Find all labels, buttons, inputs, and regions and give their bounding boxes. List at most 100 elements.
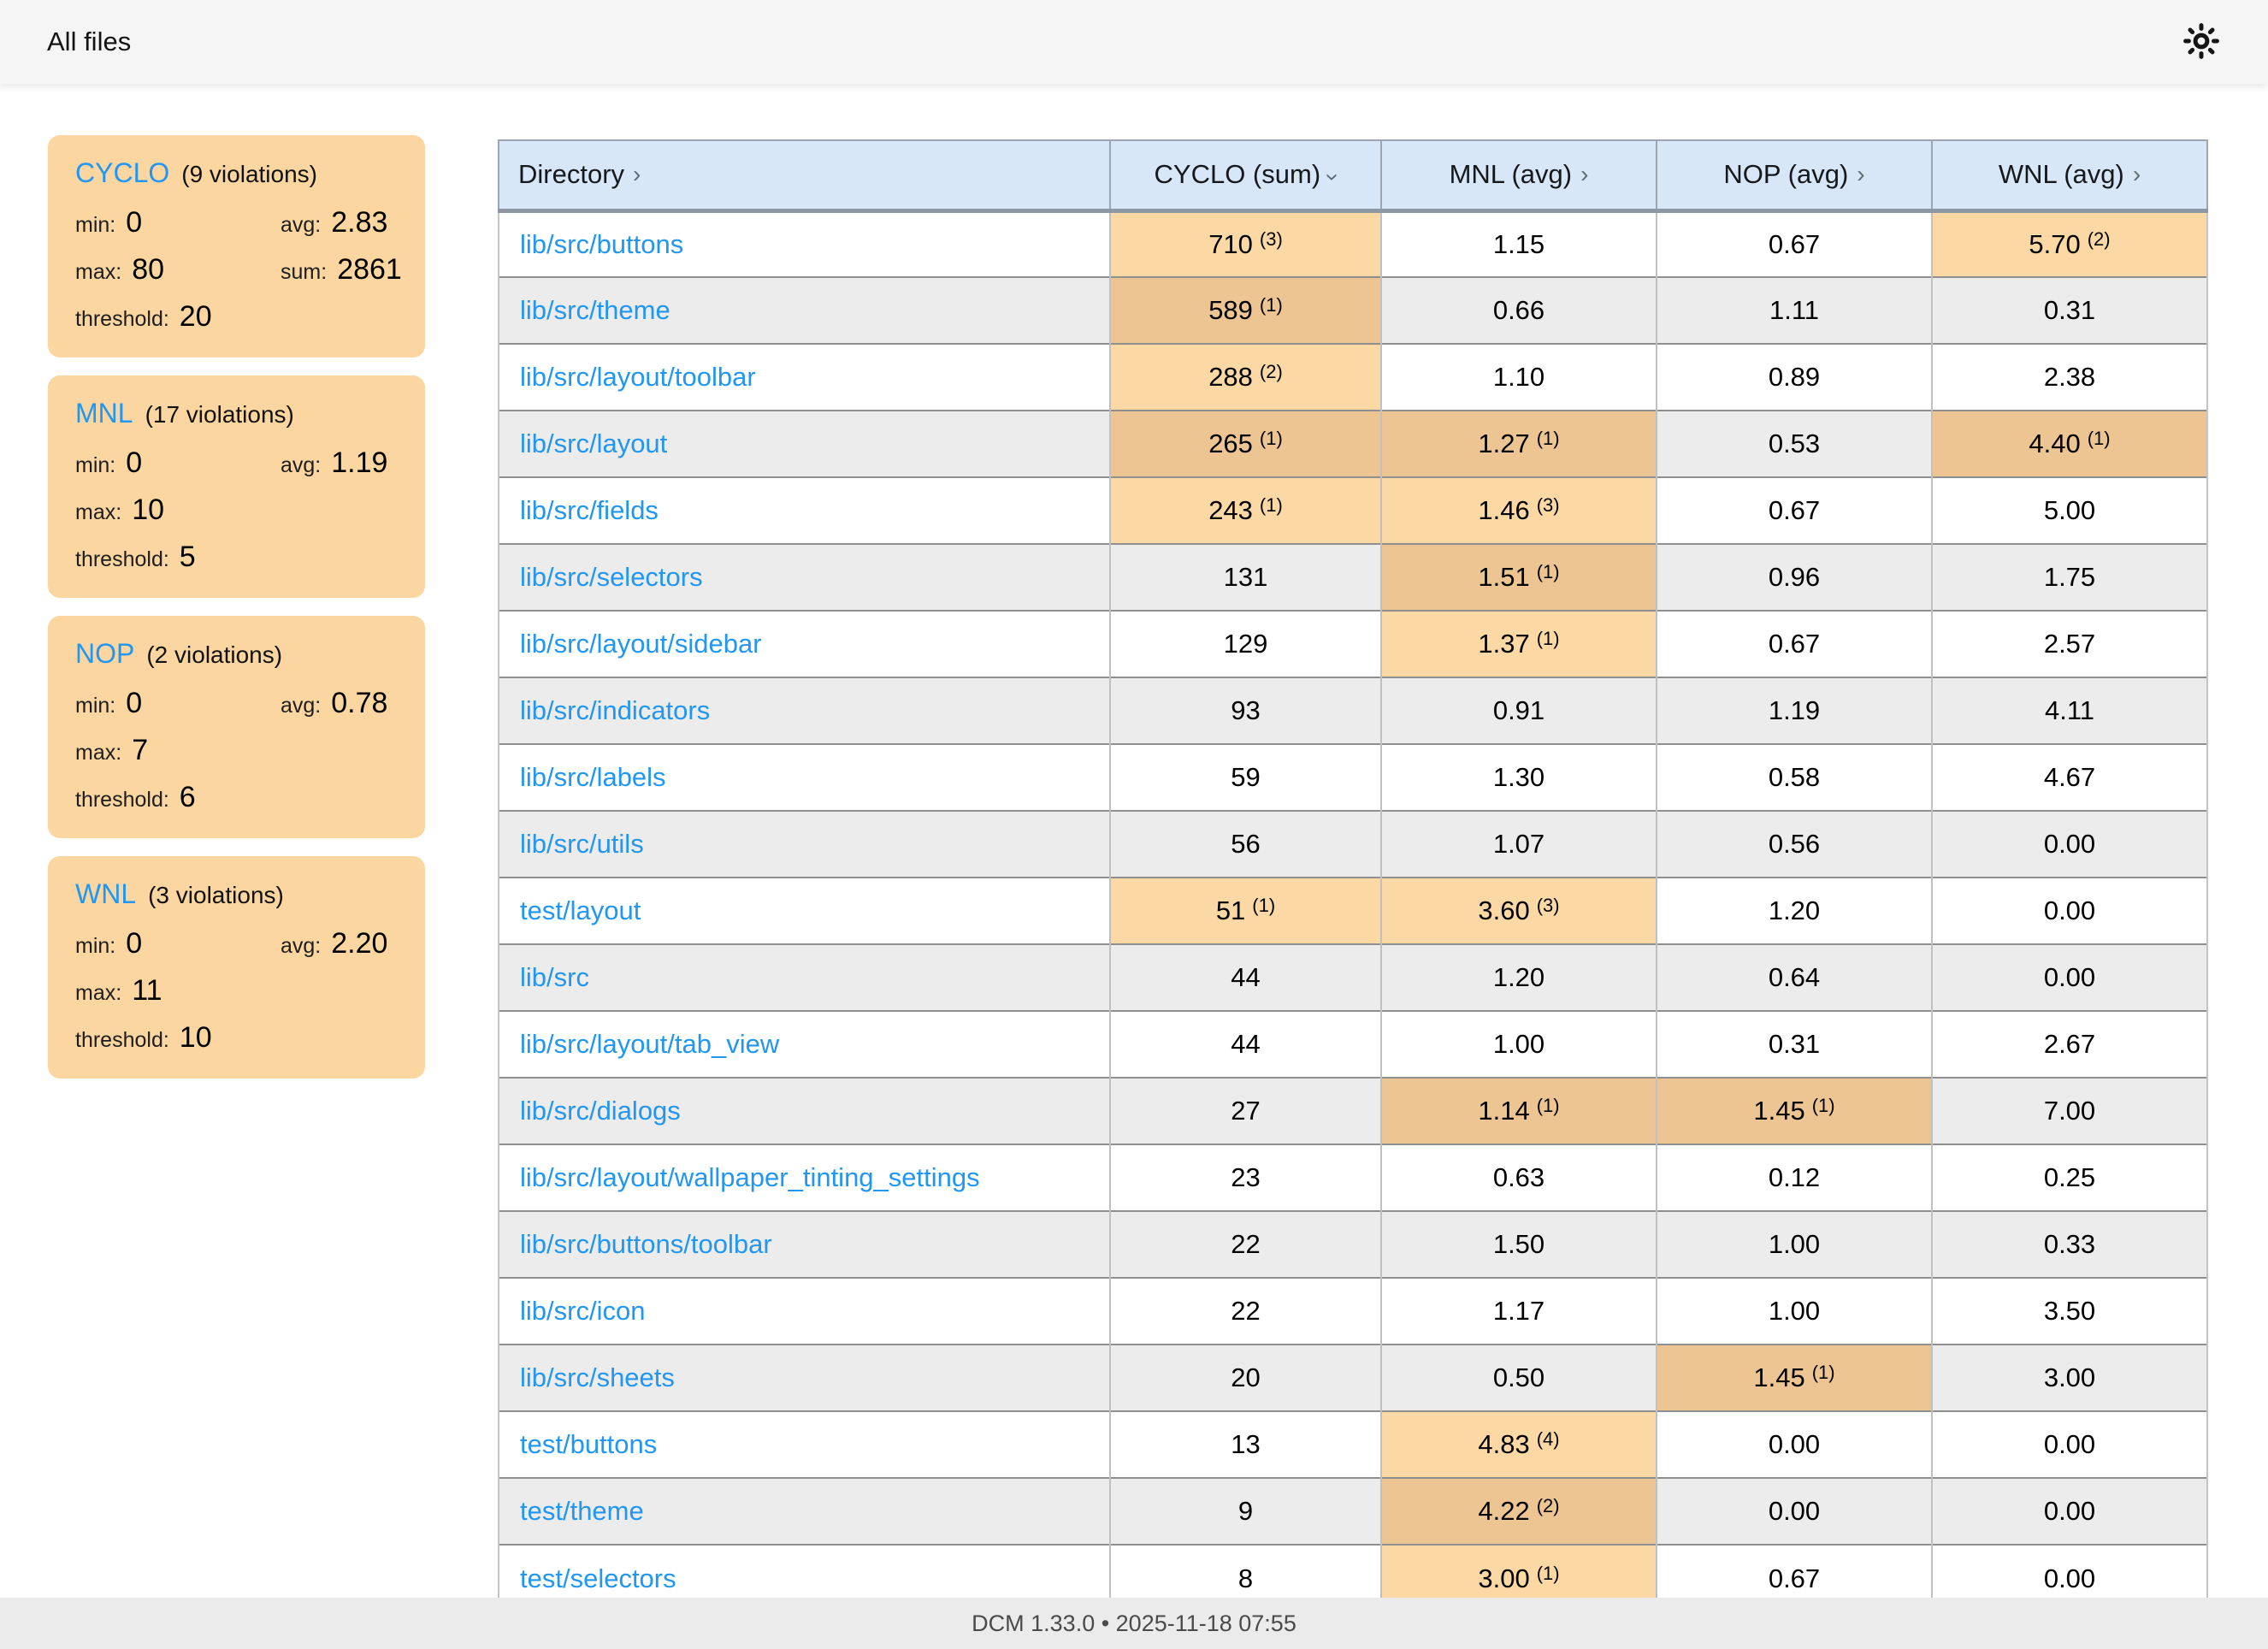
- metric-name-link[interactable]: MNL: [75, 398, 133, 429]
- directory-link[interactable]: lib/src: [520, 962, 589, 992]
- metric-name-link[interactable]: WNL: [75, 878, 137, 909]
- stat-threshold: threshold: 6: [75, 781, 399, 814]
- metric-cell: 4.83 (4): [1380, 1410, 1657, 1478]
- directory-link[interactable]: test/theme: [520, 1496, 644, 1526]
- metric-cell: 265 (1): [1109, 410, 1381, 477]
- metric-value: 589: [1208, 295, 1253, 325]
- theme-toggle-button[interactable]: [2176, 16, 2227, 68]
- metric-value: 2.57: [2043, 629, 2096, 659]
- metric-name-link[interactable]: CYCLO: [75, 157, 170, 188]
- metric-value: 0.00: [1768, 1496, 1821, 1526]
- metric-cell: 51 (1): [1109, 877, 1381, 944]
- stat-value: 6: [179, 781, 196, 813]
- metric-cell: 0.00: [1656, 1410, 1932, 1478]
- column-header[interactable]: MNL (avg) ›: [1380, 139, 1657, 213]
- stat-value: 0: [126, 927, 143, 960]
- directory-cell: test/selectors: [498, 1544, 1110, 1598]
- directory-link[interactable]: lib/src/indicators: [520, 695, 711, 725]
- metric-card-header: WNL (3 violations): [75, 878, 399, 910]
- violation-count-sup: (2): [1259, 361, 1283, 382]
- stat-label: min:: [75, 213, 116, 237]
- table-row: lib/src/layout 265 (1) 1.27 (1) 0.53 4.40 (1): [498, 410, 2208, 477]
- directory-link[interactable]: lib/src/layout/sidebar: [520, 629, 762, 659]
- metric-cell: 4.40 (1): [1931, 410, 2208, 477]
- directory-link[interactable]: test/layout: [520, 895, 641, 925]
- stat-value: 0: [126, 446, 143, 479]
- directory-cell: lib/src/utils: [498, 810, 1110, 878]
- directory-link[interactable]: lib/src/fields: [520, 495, 659, 525]
- directory-link[interactable]: lib/src/layout/tab_view: [520, 1029, 780, 1059]
- metric-value: 0.31: [1768, 1029, 1821, 1059]
- metric-value: 13: [1231, 1429, 1261, 1459]
- metric-value: 3.00: [2043, 1362, 2096, 1392]
- metric-value: 0.12: [1768, 1162, 1821, 1192]
- column-header[interactable]: NOP (avg) ›: [1656, 139, 1933, 213]
- metric-cell: 129: [1109, 610, 1381, 677]
- directory-link[interactable]: lib/src/layout/toolbar: [520, 362, 756, 392]
- directory-link[interactable]: lib/src/layout: [520, 429, 668, 458]
- stat-threshold: threshold: 10: [75, 1021, 399, 1055]
- stat-value: 20: [179, 300, 212, 333]
- violations-count: (9 violations): [181, 161, 317, 187]
- violation-count-sup: (1): [1252, 895, 1276, 916]
- directory-link[interactable]: lib/src/sheets: [520, 1362, 675, 1392]
- metric-value: 0.50: [1492, 1362, 1545, 1392]
- metric-cell: 5.70 (2): [1931, 210, 2208, 277]
- column-header[interactable]: WNL (avg) ›: [1931, 139, 2208, 213]
- metric-cell: 7.00: [1931, 1077, 2208, 1144]
- directory-link[interactable]: test/selectors: [520, 1563, 676, 1593]
- directory-link[interactable]: lib/src/buttons: [520, 228, 684, 259]
- metric-value: 9: [1237, 1496, 1254, 1526]
- column-header[interactable]: Directory ›: [498, 139, 1111, 213]
- directory-link[interactable]: lib/src/utils: [520, 829, 644, 859]
- metric-card-header: MNL (17 violations): [75, 398, 399, 429]
- metric-cell: 0.96: [1656, 543, 1932, 611]
- metric-cell: 20: [1109, 1344, 1381, 1411]
- metric-value: 1.75: [2043, 562, 2096, 592]
- directory-link[interactable]: lib/src/icon: [520, 1296, 646, 1326]
- metric-value: 243: [1208, 495, 1253, 525]
- stat-avg: avg: 2.20: [281, 927, 399, 960]
- column-header[interactable]: CYCLO (sum)›: [1109, 139, 1382, 213]
- stat-label: min:: [75, 453, 116, 477]
- metric-card-stats: min: 0 avg: 0.78 max: 7 threshold: 6: [75, 687, 399, 814]
- metric-cell: 0.67: [1656, 610, 1932, 677]
- directory-link[interactable]: lib/src/labels: [520, 762, 666, 792]
- directory-cell: test/buttons: [498, 1410, 1110, 1478]
- stat-max: max: 80: [75, 253, 281, 287]
- directory-link[interactable]: lib/src/theme: [520, 295, 670, 325]
- metric-value: 0.33: [2043, 1229, 2096, 1259]
- directory-link[interactable]: lib/src/layout/wallpaper_tinting_setting…: [520, 1162, 980, 1192]
- metric-cell: 1.19: [1656, 677, 1932, 744]
- metric-value: 0.89: [1768, 362, 1821, 392]
- metric-cell: 0.67: [1656, 1544, 1932, 1598]
- metric-value: 1.30: [1492, 762, 1545, 792]
- metric-name-link[interactable]: NOP: [75, 638, 135, 669]
- column-header-label: NOP (avg): [1723, 159, 1849, 190]
- metric-value: 0.31: [2043, 295, 2096, 325]
- directory-link[interactable]: lib/src/buttons/toolbar: [520, 1229, 772, 1259]
- metric-value: 0.64: [1768, 962, 1821, 992]
- table-row: lib/src/buttons 710 (3) 1.15 0.67 5.70 (2): [498, 210, 2208, 277]
- stat-min: min: 0: [75, 206, 281, 239]
- metric-card: NOP (2 violations) min: 0 avg: 0.78 max: 7 thres…: [48, 616, 425, 838]
- stat-label: max:: [75, 500, 122, 524]
- violation-count-sup: (3): [1259, 228, 1283, 250]
- metric-value: 0.56: [1768, 829, 1821, 859]
- metric-cell: 2.57: [1931, 610, 2208, 677]
- metric-cell: 44: [1109, 943, 1381, 1011]
- directory-link[interactable]: lib/src/selectors: [520, 562, 703, 592]
- metric-cell: 1.15: [1380, 210, 1657, 277]
- metric-value: 1.50: [1492, 1229, 1545, 1259]
- metric-cell: 0.89: [1656, 343, 1932, 411]
- metric-value: 4.22: [1478, 1496, 1530, 1526]
- metric-value: 5.70: [2029, 228, 2081, 259]
- directory-link[interactable]: lib/src/dialogs: [520, 1096, 681, 1126]
- stat-label: avg:: [281, 694, 322, 718]
- directory-cell: lib/src/buttons: [498, 210, 1110, 277]
- metric-value: 1.45: [1753, 1362, 1805, 1392]
- metric-value: 4.67: [2043, 762, 2096, 792]
- directory-link[interactable]: test/buttons: [520, 1429, 658, 1459]
- stat-min: min: 0: [75, 446, 281, 480]
- metric-cell: 3.60 (3): [1380, 877, 1657, 944]
